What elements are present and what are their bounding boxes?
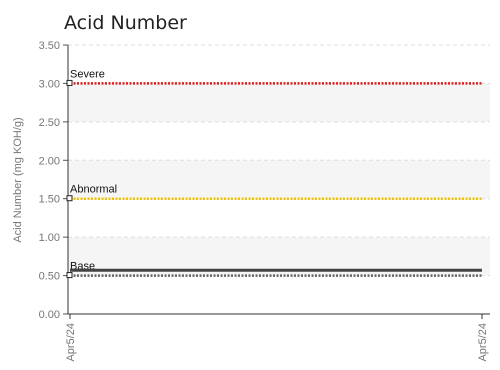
y-tick-label: 2.50 [39, 117, 60, 129]
y-tick-label: 3.50 [39, 40, 60, 52]
series-marker [66, 79, 73, 86]
y-tick-label: 3.00 [39, 78, 60, 90]
series-label-severe: Severe [70, 68, 105, 80]
background-band [68, 83, 490, 122]
plot-area: 0.00 0.50 1.00 1.50 2.00 2.50 3.00 3.50 Apr5/24 A… [39, 40, 490, 362]
series-marker [66, 272, 73, 279]
x-tick-label: Apr5/24 [65, 323, 77, 362]
series-label-abnormal: Abnormal [70, 184, 117, 196]
series-marker [66, 195, 73, 202]
x-tick-label: Apr5/24 [477, 323, 489, 362]
background-band [68, 160, 490, 199]
y-tick-label: 0.00 [39, 309, 60, 321]
y-tick-label: 2.00 [39, 155, 60, 167]
y-axis-label: Acid Number (mg KOH/g) [12, 117, 24, 242]
y-tick-label: 1.00 [39, 232, 60, 244]
y-tick-label: 0.50 [39, 271, 60, 283]
chart-title: Acid Number [64, 12, 187, 34]
y-tick-label: 1.50 [39, 194, 60, 206]
